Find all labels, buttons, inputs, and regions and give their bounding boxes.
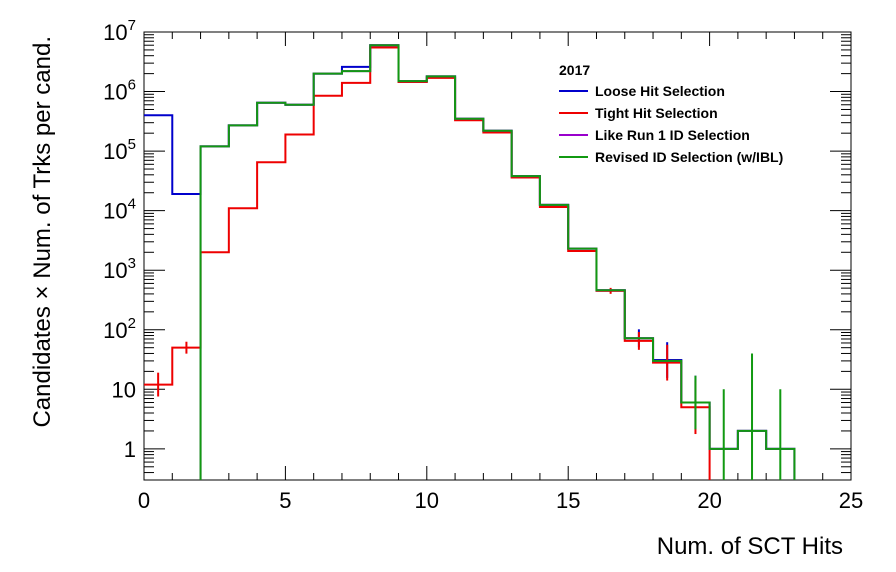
y-tick-label: 106 [103,77,136,105]
x-tick-label: 5 [279,488,291,513]
y-tick-label: 10 [112,377,136,402]
y-tick-label: 102 [103,315,136,343]
series-line-3 [199,44,796,480]
plot-frame [143,31,852,481]
axis-ticks: 0 5 10 15 20 25 1 10 102 103 104 105 106 107 [103,17,863,513]
y-tick-label: 1 [124,437,136,462]
x-tick-label: 20 [697,488,721,513]
legend-header: 2017 [559,62,590,78]
y-tick-label: 104 [103,196,136,224]
y-axis-title: Candidates × Num. of Trks per cand. [29,36,56,428]
legend-label: Loose Hit Selection [595,83,725,99]
x-tick-label: 0 [138,488,150,513]
series-3 [199,44,796,480]
x-tick-label: 15 [556,488,580,513]
y-tick-label: 105 [103,136,136,164]
series-layer [144,44,796,480]
y-tick-label: 107 [103,17,136,45]
x-tick-label: 10 [415,488,439,513]
legend-label: Like Run 1 ID Selection [595,127,750,143]
legend-label: Revised ID Selection (w/IBL) [595,149,783,165]
legend: 2017 Loose Hit Selection Tight Hit Selecti… [559,62,783,165]
y-tick-label: 103 [103,255,136,283]
legend-label: Tight Hit Selection [595,105,718,121]
x-axis-title: Num. of SCT Hits [657,533,843,560]
x-tick-label: 25 [839,488,863,513]
